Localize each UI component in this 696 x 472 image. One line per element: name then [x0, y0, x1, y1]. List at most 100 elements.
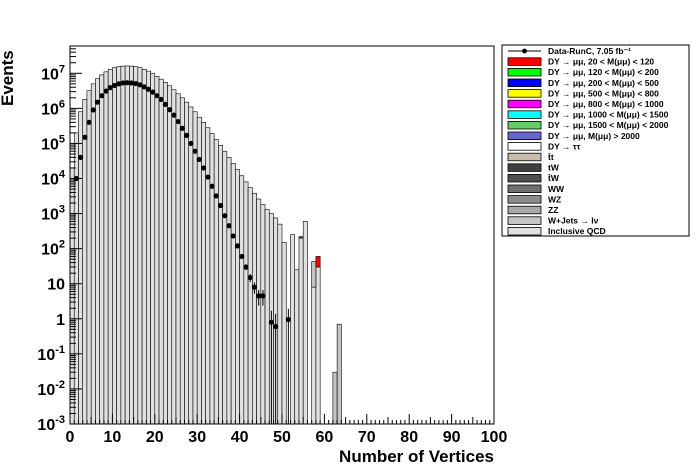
data-point	[145, 86, 152, 92]
bar-qcd	[252, 192, 257, 425]
legend-swatch	[507, 184, 542, 193]
data-point	[247, 274, 253, 281]
bar-qcd	[116, 66, 122, 425]
data-point	[90, 107, 96, 113]
data-point	[222, 213, 228, 219]
legend-label: DY → μμ, 800 < M(μμ) < 1000	[548, 99, 664, 109]
data-point	[243, 264, 249, 270]
x-tick-label: 60	[316, 429, 334, 446]
bar-qcd	[158, 78, 164, 425]
data-point	[226, 223, 232, 229]
data-point	[239, 253, 245, 260]
data-point	[285, 316, 291, 323]
bar-qcd	[260, 204, 266, 425]
bar-qcd	[184, 101, 190, 425]
legend-label: tW	[548, 163, 560, 173]
legend-label: DY → μμ, 500 < M(μμ) < 800	[548, 88, 659, 98]
data-point	[116, 81, 122, 87]
data-point	[256, 293, 262, 299]
bar-qcd	[150, 73, 156, 425]
bar-qcd	[69, 167, 75, 425]
data-point	[150, 89, 156, 95]
bar-qcd	[226, 157, 232, 425]
data-points	[73, 80, 291, 424]
y-tick-label: 105	[41, 133, 65, 153]
data-point	[167, 107, 173, 113]
data-point	[230, 233, 236, 239]
legend-label: DY → μμ, 200 < M(μμ) < 500	[548, 78, 659, 88]
x-tick-label: 50	[273, 429, 291, 446]
data-point	[137, 82, 143, 88]
legend-swatch	[507, 163, 542, 172]
x-tick-label: 20	[146, 429, 164, 446]
data-point	[73, 175, 79, 182]
legend-label: Data-RunC, 7.05 fb⁻¹	[548, 46, 631, 56]
legend-label: t̄W	[547, 173, 559, 183]
data-point	[192, 148, 198, 154]
data-point	[94, 99, 101, 105]
y-tick-label: 10-1	[37, 344, 65, 364]
data-point	[200, 165, 207, 171]
bar-qcd	[209, 133, 215, 425]
y-tick-label: 106	[41, 98, 65, 118]
bar-qcd	[175, 93, 181, 425]
bar-qcd	[290, 234, 296, 425]
legend-swatch	[507, 142, 542, 151]
y-tick-label: 10-3	[37, 414, 65, 434]
bar-qcd	[281, 242, 287, 425]
bar-qcd	[99, 74, 105, 425]
data-point	[124, 80, 130, 86]
legend-label: DY → μμ, 120 < M(μμ) < 200	[548, 67, 659, 77]
bar-qcd	[141, 68, 147, 425]
data-point	[175, 118, 181, 125]
data-point	[158, 96, 164, 103]
bar-qcd	[146, 70, 151, 425]
data-point	[171, 112, 177, 118]
legend-swatch	[507, 173, 542, 183]
bar-qcd	[95, 78, 100, 425]
bar-qcd	[129, 65, 134, 425]
bar-qcd	[235, 169, 240, 425]
bar-qcd	[196, 116, 202, 425]
bar-qcd	[230, 163, 236, 425]
legend-swatch	[507, 216, 542, 225]
bar-qcd	[171, 89, 177, 425]
legend-label: DY → μμ, M(μμ) > 2000	[548, 131, 640, 141]
data-point	[133, 80, 139, 87]
y-tick-label: 10-2	[37, 379, 65, 399]
data-point	[196, 156, 202, 163]
x-tick-label: 0	[66, 429, 75, 446]
legend-swatch	[507, 57, 542, 66]
data-point	[107, 85, 113, 91]
bar-qcd	[256, 198, 262, 425]
x-tick-label: 80	[400, 429, 418, 446]
y-tick-label: 102	[41, 239, 65, 259]
bar-qcd	[264, 209, 270, 425]
legend-label: ZZ	[548, 205, 558, 215]
legend-label: DY → μμ, 20 < M(μμ) < 120	[548, 57, 654, 67]
bar-qcd	[86, 90, 92, 425]
legend-swatch	[507, 68, 542, 77]
bar-qcd	[107, 68, 113, 425]
y-tick-label: 107	[41, 63, 65, 83]
legend-frame	[501, 44, 690, 237]
legend-swatch	[507, 99, 542, 109]
legend-swatch	[507, 152, 542, 162]
bar-qcd	[154, 76, 160, 425]
bar-qcd	[239, 175, 245, 425]
data-point	[273, 323, 279, 330]
legend-swatch	[507, 226, 542, 236]
data-point	[82, 134, 88, 140]
data-point	[128, 80, 135, 86]
data-point	[184, 132, 190, 138]
x-tick-label: 30	[188, 429, 206, 446]
bar-qcd	[90, 83, 96, 425]
data-point	[78, 154, 84, 160]
bar-qcd	[302, 221, 308, 425]
bar-qcd	[162, 82, 168, 425]
data-point	[154, 93, 160, 99]
legend-label: t̄t	[547, 152, 553, 162]
x-axis-title: Number of Vertices	[339, 447, 494, 466]
bar-qcd	[222, 150, 228, 425]
data-point	[111, 82, 118, 89]
